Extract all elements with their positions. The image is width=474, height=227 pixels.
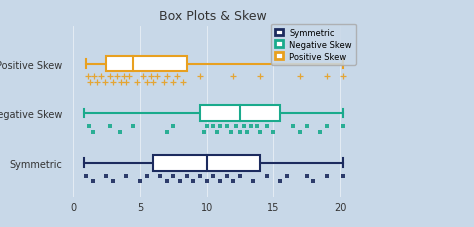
FancyBboxPatch shape [153,155,260,171]
FancyBboxPatch shape [107,56,187,72]
Legend: Symmetric, Negative Skew, Positive Skew: Symmetric, Negative Skew, Positive Skew [271,25,356,66]
FancyBboxPatch shape [200,106,280,121]
Title: Box Plots & Skew: Box Plots & Skew [159,10,267,23]
